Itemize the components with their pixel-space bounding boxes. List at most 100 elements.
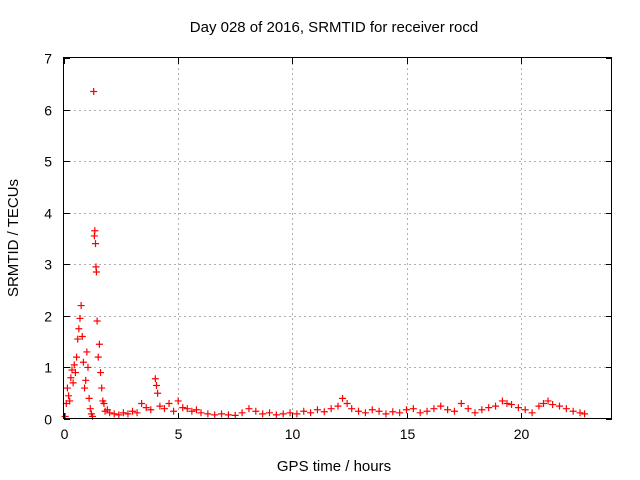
axis-ticks: 0 1 2 3 4 5 6 7 0 5 10 15 20 xyxy=(44,51,612,442)
data-point xyxy=(93,317,101,325)
data-point xyxy=(492,402,500,410)
data-point xyxy=(555,402,563,410)
y-tick-label: 7 xyxy=(44,51,52,67)
data-point xyxy=(231,411,239,419)
data-point xyxy=(204,410,212,418)
data-point xyxy=(83,348,91,356)
data-point xyxy=(521,406,529,414)
x-tick-label: 5 xyxy=(175,426,183,442)
y-tick-label: 1 xyxy=(44,360,52,376)
data-point xyxy=(339,394,347,402)
data-point xyxy=(437,402,445,410)
data-point xyxy=(313,406,321,414)
data-point xyxy=(334,402,342,410)
grid-lines xyxy=(64,58,612,419)
data-point xyxy=(478,406,486,414)
data-point xyxy=(151,375,159,383)
data-point xyxy=(464,405,472,413)
data-point xyxy=(138,400,146,408)
data-point xyxy=(82,376,90,384)
data-point xyxy=(279,410,287,418)
data-point xyxy=(423,407,431,415)
data-point xyxy=(320,408,328,416)
data-point xyxy=(238,409,246,417)
data-point xyxy=(165,400,173,408)
data-point xyxy=(444,406,452,414)
data-point xyxy=(252,407,260,415)
data-point xyxy=(91,227,99,235)
x-tick-label: 15 xyxy=(400,426,416,442)
data-point xyxy=(245,405,253,413)
y-tick-label: 3 xyxy=(44,257,52,273)
data-point xyxy=(65,392,73,400)
data-point xyxy=(74,335,82,343)
data-point xyxy=(179,404,187,412)
data-point xyxy=(183,405,191,413)
data-point xyxy=(71,369,79,377)
x-tick-label: 10 xyxy=(285,426,301,442)
data-point xyxy=(79,358,87,366)
data-point xyxy=(368,406,376,414)
data-point xyxy=(133,409,141,417)
y-tick-label: 6 xyxy=(44,103,52,119)
chart-title: Day 028 of 2016, SRMTID for receiver roc… xyxy=(190,19,478,36)
data-point xyxy=(300,407,308,415)
data-point xyxy=(119,409,127,417)
data-point xyxy=(188,407,196,415)
data-point xyxy=(73,353,81,361)
y-tick-label: 4 xyxy=(44,206,52,222)
data-point xyxy=(540,400,547,408)
data-point xyxy=(106,409,114,417)
data-point xyxy=(156,402,164,410)
x-tick-label: 0 xyxy=(61,426,69,442)
data-point xyxy=(266,409,273,417)
data-point xyxy=(152,381,160,389)
data-point xyxy=(471,409,479,417)
data-point xyxy=(147,406,155,414)
data-point xyxy=(154,389,162,397)
data-point xyxy=(197,409,205,417)
data-point xyxy=(66,397,74,405)
data-point xyxy=(124,410,132,418)
data-point xyxy=(81,384,89,392)
data-point xyxy=(67,374,75,382)
data-point xyxy=(382,410,390,418)
data-point xyxy=(98,384,106,392)
data-point xyxy=(218,410,226,418)
data-point xyxy=(75,325,83,333)
data-point xyxy=(581,410,589,418)
data-point xyxy=(416,409,424,417)
data-point xyxy=(115,411,123,419)
data-point xyxy=(503,400,511,408)
data-point xyxy=(457,400,465,408)
data-point xyxy=(562,405,570,413)
x-axis-label: GPS time / hours xyxy=(277,458,391,475)
plot-frame xyxy=(63,57,612,419)
y-tick-label: 0 xyxy=(44,412,52,428)
data-point xyxy=(129,407,136,415)
data-point xyxy=(348,405,356,413)
data-point xyxy=(70,361,78,369)
data-point xyxy=(535,402,543,410)
data-point xyxy=(485,404,493,412)
data-point xyxy=(343,400,351,408)
data-point xyxy=(92,268,100,276)
data-point xyxy=(396,409,404,417)
y-tick-label: 5 xyxy=(44,154,52,170)
data-point xyxy=(92,240,100,248)
data-point xyxy=(95,340,103,348)
data-point xyxy=(86,405,94,413)
data-point xyxy=(142,404,150,412)
data-point xyxy=(375,407,383,415)
data-point xyxy=(498,397,506,405)
x-tick-label: 20 xyxy=(514,426,530,442)
data-point xyxy=(389,408,397,416)
data-point xyxy=(544,397,552,405)
data-point xyxy=(63,384,71,392)
data-point xyxy=(174,397,182,405)
data-point xyxy=(84,363,92,371)
data-point xyxy=(403,406,410,414)
data-point xyxy=(355,407,363,415)
data-point xyxy=(90,88,98,96)
